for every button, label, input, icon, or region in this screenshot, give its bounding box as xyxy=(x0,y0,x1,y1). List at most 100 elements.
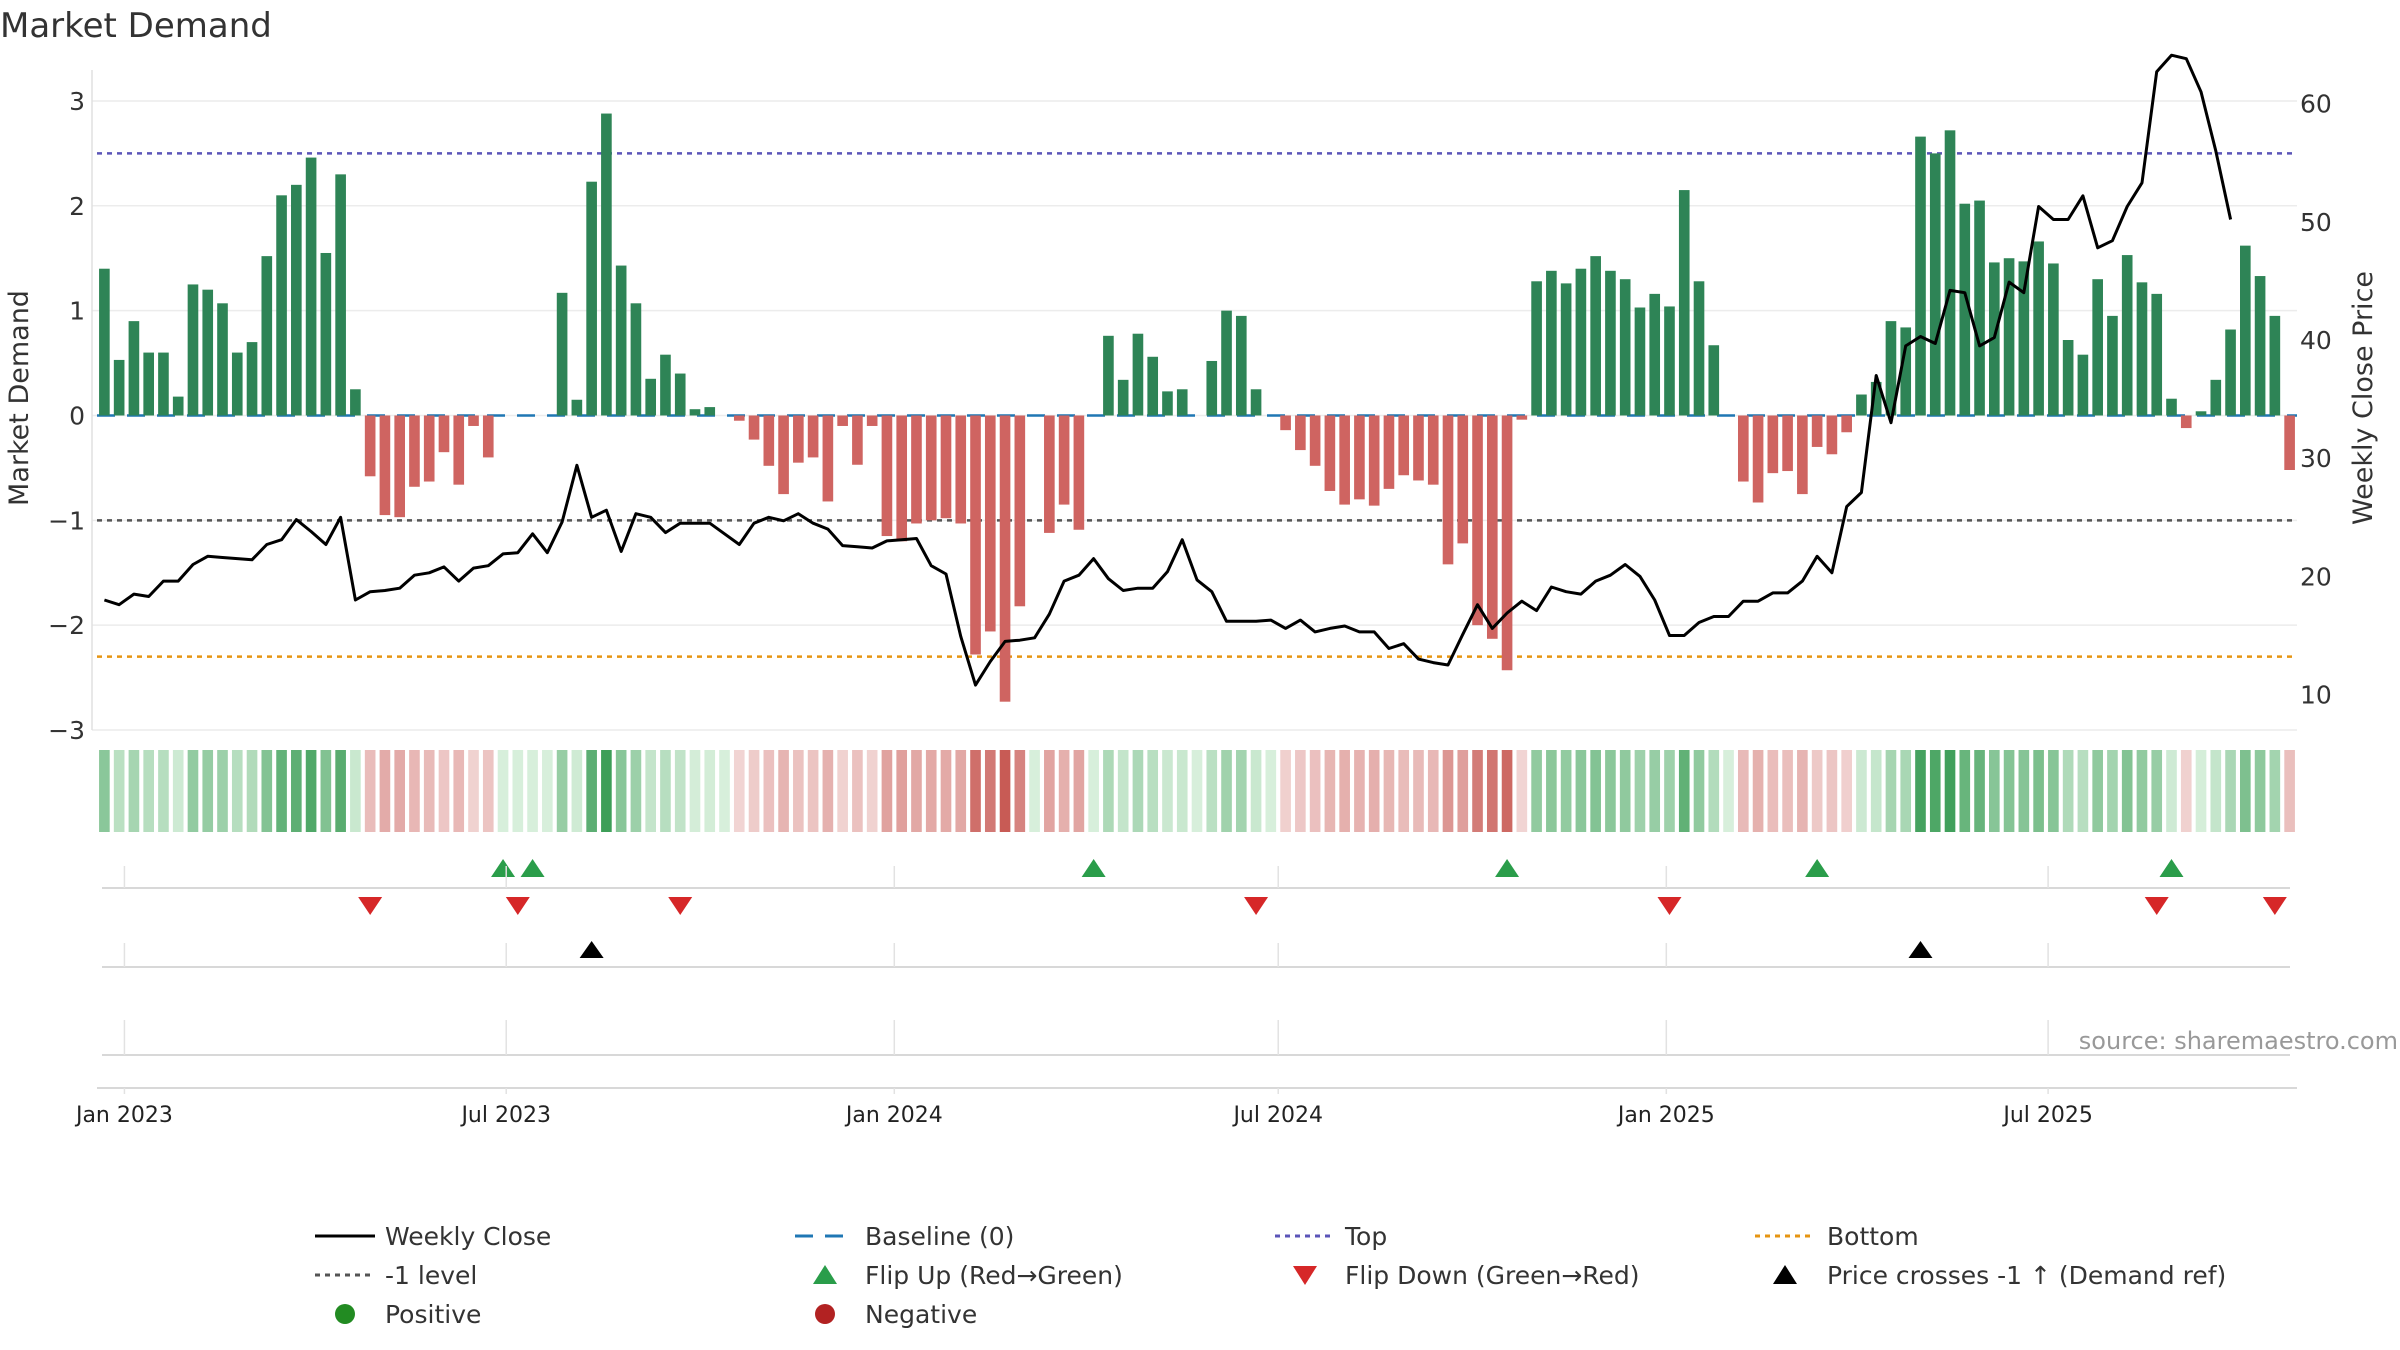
heat-cell xyxy=(1782,750,1793,832)
positive-demand-bar xyxy=(601,113,612,416)
legend-label: Baseline (0) xyxy=(865,1222,1014,1251)
heat-cell xyxy=(1678,750,1690,832)
negative-demand-bar xyxy=(881,415,893,537)
heat-cell xyxy=(1989,750,2000,832)
y2-tick-label: 10 xyxy=(2300,681,2332,710)
x-tick-label: Jul 2023 xyxy=(459,1103,551,1128)
heat-cell xyxy=(881,750,893,832)
negative-dot-icon xyxy=(815,1304,835,1324)
positive-demand-bar xyxy=(113,359,125,416)
heat-cell xyxy=(1708,750,1720,832)
heat-cell xyxy=(1073,750,1085,832)
heat-cell xyxy=(2107,750,2118,832)
heat-cell xyxy=(970,750,981,832)
heat-cell xyxy=(276,750,287,832)
flip-down-marker xyxy=(358,897,383,915)
x-tick-label: Jan 2023 xyxy=(74,1103,173,1128)
flip-up-marker xyxy=(1805,859,1830,877)
heat-cell xyxy=(113,750,125,832)
y-tick-label: 1 xyxy=(69,297,85,326)
positive-demand-bar xyxy=(217,303,228,416)
legend-label: Price crosses -1 ↑ (Demand ref) xyxy=(1827,1261,2226,1290)
heat-cell xyxy=(1176,750,1188,832)
positive-demand-bar xyxy=(630,303,642,416)
negative-demand-bar xyxy=(1427,415,1439,485)
heat-cell xyxy=(202,750,214,832)
heat-cell xyxy=(852,750,863,832)
positive-demand-bar xyxy=(1132,333,1144,416)
positive-demand-bar xyxy=(2033,241,2044,416)
positive-demand-bar xyxy=(689,409,701,416)
heat-cell xyxy=(1103,750,1114,832)
negative-demand-bar xyxy=(778,415,789,495)
positive-demand-bar xyxy=(143,352,154,416)
heat-cell xyxy=(512,750,524,832)
heat-cell xyxy=(748,750,760,832)
positive-demand-bar xyxy=(1649,293,1661,416)
flip-up-marker xyxy=(491,859,516,877)
heat-cell xyxy=(822,750,834,832)
positive-demand-bar xyxy=(556,292,568,416)
negative-demand-bar xyxy=(1339,415,1350,505)
positive-demand-bar xyxy=(1634,307,1646,416)
heat-cell xyxy=(1295,750,1306,832)
negative-demand-bar xyxy=(1383,415,1395,489)
negative-demand-bar xyxy=(1324,415,1336,491)
heat-cell xyxy=(1132,750,1144,832)
positive-demand-bar xyxy=(261,256,273,416)
negative-demand-bar xyxy=(1457,415,1469,544)
y2-tick-label: 30 xyxy=(2300,444,2332,473)
negative-demand-bar xyxy=(1398,415,1410,476)
negative-demand-bar xyxy=(866,415,878,426)
heat-cell xyxy=(1413,750,1424,832)
negative-demand-bar xyxy=(1752,415,1764,503)
negative-demand-bar xyxy=(1295,415,1306,451)
positive-demand-bar xyxy=(350,389,361,416)
heat-cell xyxy=(2269,750,2281,832)
heat-cell xyxy=(1531,750,1542,832)
positive-demand-bar xyxy=(158,352,169,416)
y-tick-label: 0 xyxy=(69,401,85,430)
heat-cell xyxy=(1811,750,1823,832)
heat-cell xyxy=(350,750,361,832)
heat-cell xyxy=(335,750,346,832)
heat-cell xyxy=(615,750,627,832)
negative-demand-bar xyxy=(1073,415,1085,530)
positive-demand-bar xyxy=(571,399,583,416)
heat-cell xyxy=(866,750,878,832)
y-tick-label: −1 xyxy=(48,506,85,535)
heat-cell xyxy=(586,750,597,832)
heat-cell xyxy=(261,750,273,832)
heat-cell xyxy=(1944,750,1956,832)
heat-cell xyxy=(2048,750,2059,832)
positive-demand-bar xyxy=(231,352,243,416)
positive-demand-bar xyxy=(2062,340,2074,416)
y2-tick-label: 40 xyxy=(2300,326,2332,355)
positive-demand-bar xyxy=(2166,398,2177,416)
heat-cell xyxy=(778,750,789,832)
demand-bars xyxy=(99,113,2295,702)
positive-demand-bar xyxy=(1944,130,1956,416)
heat-cell xyxy=(1546,750,1557,832)
positive-demand-bar xyxy=(1619,279,1631,416)
positive-demand-bar xyxy=(1693,281,1705,416)
heat-cell xyxy=(1088,750,1099,832)
negative-demand-bar xyxy=(925,415,937,521)
heat-cell xyxy=(1605,750,1616,832)
negative-demand-bar xyxy=(984,415,996,632)
heat-cell xyxy=(1974,750,1985,832)
positive-demand-bar xyxy=(674,373,686,416)
x-tick-label: Jan 2024 xyxy=(844,1103,943,1128)
heat-cell xyxy=(1723,750,1734,832)
negative-demand-bar xyxy=(1472,415,1483,626)
heat-cell xyxy=(1634,750,1646,832)
y2-tick-label: 20 xyxy=(2300,562,2332,591)
heat-cell xyxy=(689,750,701,832)
positive-demand-bar xyxy=(291,184,302,416)
negative-demand-bar xyxy=(1354,415,1365,500)
negative-demand-bar xyxy=(999,415,1011,702)
heat-cell xyxy=(187,750,199,832)
y-tick-label: 3 xyxy=(69,87,85,116)
positive-demand-bar xyxy=(202,289,214,416)
